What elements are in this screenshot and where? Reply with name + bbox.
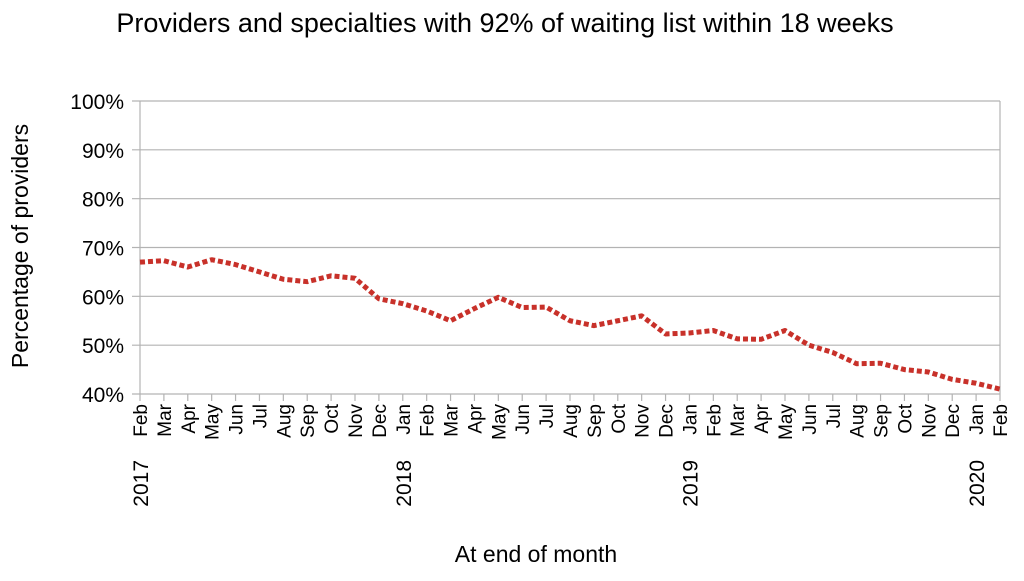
x-tick-label: Jan <box>967 404 988 435</box>
x-tick-label: Feb <box>131 404 152 437</box>
x-tick-label: Sep <box>872 404 893 438</box>
year-label: 2018 <box>393 460 416 507</box>
y-tick-label: 90% <box>82 140 124 163</box>
grid-lines <box>132 101 1000 394</box>
series-layer <box>140 260 1000 390</box>
year-label: 2020 <box>966 460 989 507</box>
x-tick-label: Dec <box>943 404 964 438</box>
y-tick-label: 40% <box>82 384 124 407</box>
x-tick-label: Oct <box>322 403 343 433</box>
x-tick-label: Feb <box>704 404 725 437</box>
x-tick-label: Oct <box>895 403 916 433</box>
x-tick-label: Oct <box>609 403 630 433</box>
x-tick-label: Nov <box>919 404 940 438</box>
y-tick-label: 100% <box>70 91 124 114</box>
x-tick-label: Dec <box>657 404 678 438</box>
y-tick-label: 80% <box>82 189 124 212</box>
x-tick-label: Jul <box>250 404 271 428</box>
x-tick-label: Feb <box>418 404 439 437</box>
x-tick-label: Jan <box>394 404 415 435</box>
x-tick-label: Mar <box>442 403 463 436</box>
x-tick-label: Mar <box>728 403 749 436</box>
x-tick-label: Aug <box>274 404 295 438</box>
chart-title: Providers and specialties with 92% of wa… <box>116 8 893 38</box>
year-label: 2017 <box>130 460 153 507</box>
x-tick-label: Jan <box>680 404 701 435</box>
x-tick-label: May <box>203 404 224 440</box>
x-tick-label: Aug <box>561 404 582 438</box>
x-tick-label: Jun <box>227 404 248 435</box>
x-tick-label: Jun <box>513 404 534 435</box>
x-tick-label: Apr <box>752 403 773 433</box>
x-tick-label: Sep <box>298 404 319 438</box>
x-tick-label: Feb <box>991 404 1012 437</box>
x-tick-label: Apr <box>179 403 200 433</box>
x-tick-label: Sep <box>585 404 606 438</box>
y-axis-title: Percentage of providers <box>7 124 33 368</box>
x-tick-label: Dec <box>370 404 391 438</box>
x-tick-label: Nov <box>633 404 654 438</box>
year-label: 2019 <box>679 460 702 507</box>
x-axis-title: At end of month <box>455 541 617 567</box>
y-tick-labels: 40% 50% 60% 70% 80% 90% 100% <box>70 91 124 407</box>
x-tick-label: Jul <box>537 404 558 428</box>
x-tick-label: Aug <box>848 404 869 438</box>
y-tick-label: 50% <box>82 335 124 358</box>
year-labels: 2017 2018 2019 2020 <box>130 460 989 507</box>
x-tick-label: May <box>489 404 510 440</box>
x-tick-label: May <box>776 404 797 440</box>
series-line <box>140 260 1000 389</box>
x-tick-label: Jun <box>800 404 821 435</box>
y-tick-label: 70% <box>82 238 124 261</box>
x-tick-label: Nov <box>346 404 367 438</box>
x-tick-label: Jul <box>824 404 845 428</box>
x-tick-label: Mar <box>155 403 176 436</box>
x-tick-label: Apr <box>465 403 486 433</box>
y-tick-label: 60% <box>82 286 124 309</box>
